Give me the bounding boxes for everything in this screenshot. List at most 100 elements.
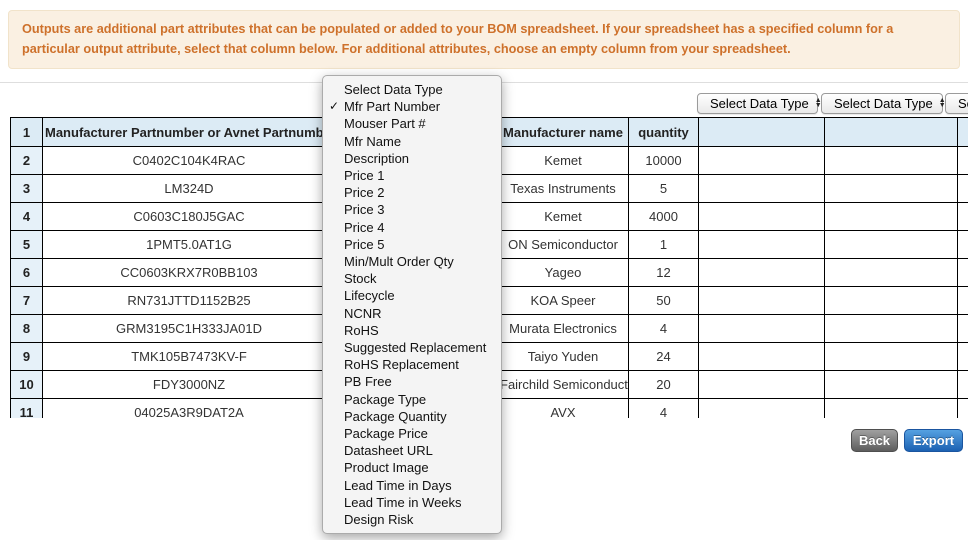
menu-item-label: Mfr Part Number [344,99,441,115]
empty-cell [957,174,968,203]
column-data-type-select-1[interactable]: Select Data Type ▲ ▼ [697,93,822,114]
menu-item-label: RoHS Replacement [344,357,459,373]
select-value: Select Data Type [834,96,933,111]
menu-item[interactable]: Datasheet URL [323,442,501,459]
empty-cell [698,286,825,315]
menu-item[interactable]: Select Data Type [323,81,501,98]
menu-item[interactable]: Stock [323,270,501,287]
quantity-cell: 20 [628,370,699,399]
column-data-type-select-3[interactable]: Select Data Type ▲▼ [945,93,968,114]
row-number-cell: 2 [10,146,43,175]
menu-item-label: Description [344,150,410,166]
part-number-cell: C0603C180J5GAC [42,202,336,231]
menu-item[interactable]: PB Free [323,373,501,390]
menu-item[interactable]: Price 4 [323,219,501,236]
menu-item[interactable]: Lead Time in Weeks [323,494,501,511]
menu-item-label: Package Price [344,426,428,442]
menu-item[interactable]: Design Risk [323,511,501,528]
menu-item[interactable]: ✓ Mfr Part Number [323,98,501,115]
menu-item[interactable]: RoHS Replacement [323,356,501,373]
menu-item[interactable]: Suggested Replacement [323,339,501,356]
menu-item[interactable]: Description [323,150,501,167]
empty-cell [957,230,968,259]
empty-cell [698,202,825,231]
quantity-cell: 4000 [628,202,699,231]
empty-cell [957,342,968,371]
menu-item[interactable]: Mouser Part # [323,115,501,132]
empty-cell [824,342,958,371]
menu-item-label: Lead Time in Weeks [344,494,462,510]
menu-item[interactable]: Package Quantity [323,408,501,425]
empty-column-header [698,117,825,147]
menu-item-label: RoHS [344,322,379,338]
empty-cell [957,258,968,287]
empty-cell [957,146,968,175]
select-updown-arrows-icon: ▲ ▼ [938,97,946,109]
menu-item[interactable]: Price 1 [323,167,501,184]
empty-cell [957,370,968,399]
quantity-cell: 10000 [628,146,699,175]
row-number-cell: 5 [10,230,43,259]
menu-item-label: Price 5 [344,236,385,252]
row-number-cell: 9 [10,342,43,371]
menu-item[interactable]: Mfr Name [323,133,501,150]
manufacturer-cell: Murata Electronics [497,314,629,343]
menu-item-label: NCNR [344,305,382,321]
menu-item[interactable]: Lead Time in Days [323,477,501,494]
manufacturer-cell: Kemet [497,202,629,231]
empty-column-header [824,117,958,147]
row-number-cell: 11 [10,398,43,418]
menu-item-label: Price 4 [344,219,385,235]
menu-item-label: Price 2 [344,185,385,201]
menu-item[interactable]: Min/Mult Order Qty [323,253,501,270]
menu-item[interactable]: Price 2 [323,184,501,201]
empty-column-header [957,117,968,147]
quantity-cell: 5 [628,174,699,203]
select-value: Select Data Type [710,96,809,111]
manufacturer-cell: Taiyo Yuden [497,342,629,371]
menu-item-label: Min/Mult Order Qty [344,254,454,270]
part-number-cell: GRM3195C1H333JA01D [42,314,336,343]
menu-item[interactable]: Package Price [323,425,501,442]
part-number-cell: TMK105B7473KV-F [42,342,336,371]
menu-item[interactable]: NCNR [323,305,501,322]
empty-cell [824,286,958,315]
export-button[interactable]: Export [904,429,963,452]
empty-cell [698,174,825,203]
select-updown-arrows-icon: ▲ ▼ [814,97,822,109]
menu-item[interactable]: Price 5 [323,236,501,253]
menu-item[interactable]: RoHS [323,322,501,339]
empty-cell [824,314,958,343]
part-number-cell: FDY3000NZ [42,370,336,399]
quantity-cell: 1 [628,230,699,259]
menu-item-label: Select Data Type [344,82,443,97]
empty-cell [957,286,968,315]
empty-cell [698,342,825,371]
empty-cell [957,314,968,343]
menu-item[interactable]: Package Type [323,391,501,408]
empty-cell [824,398,958,418]
menu-item[interactable]: Product Image [323,459,501,476]
empty-cell [698,258,825,287]
empty-cell [957,398,968,418]
manufacturer-cell: Texas Instruments [497,174,629,203]
menu-item-label: Package Type [344,391,427,407]
quantity-header: quantity [628,117,699,147]
back-button[interactable]: Back [851,429,898,452]
menu-item[interactable]: Price 3 [323,201,501,218]
part-number-cell: RN731JTTD1152B25 [42,286,336,315]
menu-item-label: Lead Time in Days [344,477,452,493]
quantity-cell: 4 [628,314,699,343]
quantity-cell: 50 [628,286,699,315]
outputs-instruction-banner: Outputs are additional part attributes t… [8,10,960,70]
quantity-cell: 4 [628,398,699,418]
menu-item-label: Mfr Name [344,133,402,149]
column-data-type-select-2[interactable]: Select Data Type ▲ ▼ [821,93,946,114]
part-number-cell: LM324D [42,174,336,203]
part-number-cell: 1PMT5.0AT1G [42,230,336,259]
empty-cell [824,370,958,399]
row-number-cell: 10 [10,370,43,399]
empty-cell [957,202,968,231]
menu-item[interactable]: Lifecycle [323,287,501,304]
menu-item-label: Price 1 [344,168,385,184]
